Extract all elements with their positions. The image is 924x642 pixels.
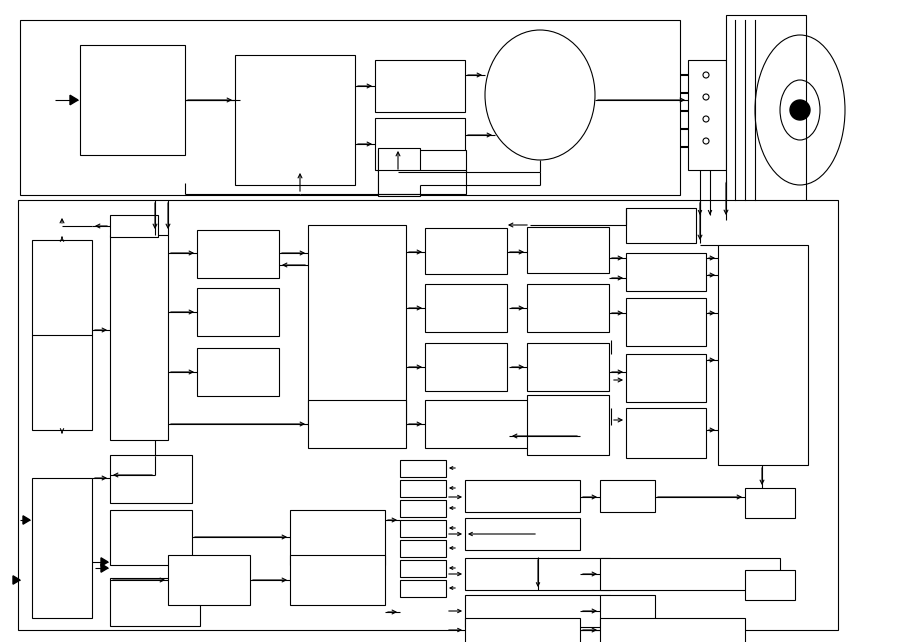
Bar <box>80 45 185 155</box>
Bar <box>400 540 446 557</box>
Polygon shape <box>23 516 30 525</box>
Bar <box>465 480 580 512</box>
Bar <box>527 284 609 332</box>
Bar <box>465 618 580 642</box>
Bar <box>308 225 406 425</box>
Bar <box>425 228 507 274</box>
Bar <box>718 245 808 465</box>
Bar <box>400 580 446 597</box>
Bar <box>378 150 466 172</box>
Bar <box>20 20 680 195</box>
Bar <box>465 558 610 590</box>
Bar <box>32 240 92 430</box>
Bar <box>235 55 355 185</box>
Bar <box>168 555 250 605</box>
Polygon shape <box>70 95 78 105</box>
Bar <box>290 555 385 605</box>
Bar <box>290 510 385 565</box>
Bar <box>378 170 466 194</box>
Bar <box>375 118 465 170</box>
Bar <box>626 408 706 458</box>
Bar <box>110 235 168 440</box>
Bar <box>378 174 420 196</box>
Bar <box>688 60 726 170</box>
Bar <box>527 227 609 273</box>
Bar <box>400 460 446 477</box>
Bar <box>400 520 446 537</box>
Bar <box>626 253 706 291</box>
Bar <box>400 560 446 577</box>
Bar <box>465 595 610 627</box>
Polygon shape <box>101 558 108 566</box>
Bar <box>527 395 609 455</box>
Bar <box>197 288 279 336</box>
Bar <box>425 284 507 332</box>
Bar <box>745 488 795 518</box>
Bar <box>375 60 465 112</box>
Bar <box>400 500 446 517</box>
Bar <box>197 348 279 396</box>
Bar <box>110 455 192 503</box>
Bar <box>626 298 706 346</box>
Circle shape <box>790 100 810 120</box>
Bar <box>110 578 200 626</box>
Bar <box>400 480 446 497</box>
Bar <box>600 595 655 627</box>
Polygon shape <box>13 576 20 584</box>
Bar <box>32 478 92 618</box>
Bar <box>527 343 609 391</box>
Bar <box>425 400 580 448</box>
Bar <box>600 558 780 590</box>
Bar <box>600 618 745 642</box>
Bar <box>308 400 406 448</box>
Bar <box>626 354 706 402</box>
Bar <box>110 510 192 565</box>
Bar <box>110 215 158 237</box>
Bar <box>378 148 420 172</box>
Polygon shape <box>101 564 108 572</box>
Bar <box>726 15 806 205</box>
Bar <box>600 480 655 512</box>
Bar <box>745 570 795 600</box>
Bar <box>18 200 838 630</box>
Bar <box>465 518 580 550</box>
Bar <box>425 343 507 391</box>
Bar <box>626 208 696 243</box>
Bar <box>197 230 279 278</box>
